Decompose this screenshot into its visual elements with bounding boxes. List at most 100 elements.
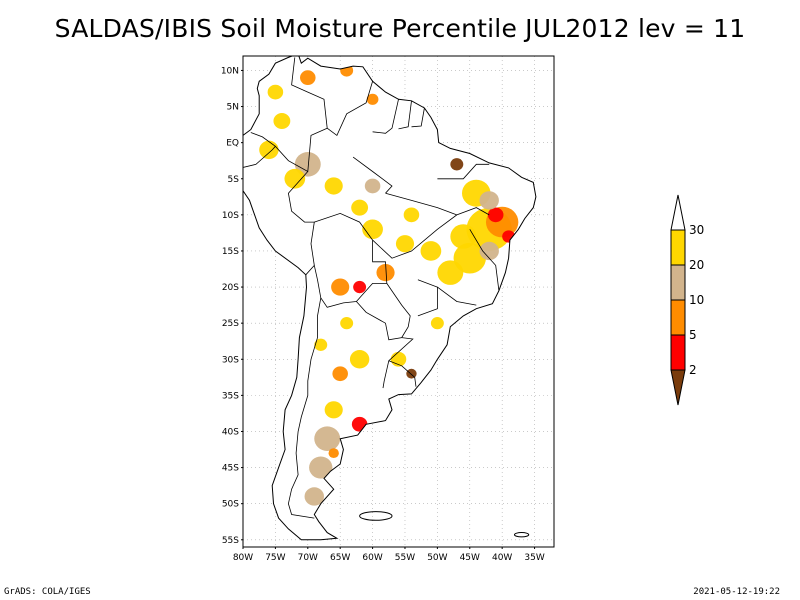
border-line: [250, 57, 328, 173]
border-line: [372, 207, 490, 259]
lon-tick-label: 70W: [298, 553, 318, 563]
island: [359, 511, 393, 521]
moisture-patch: [259, 140, 279, 160]
map-title: SALDAS/IBIS Soil Moisture Percentile JUL…: [54, 14, 746, 43]
moisture-patch: [332, 366, 348, 382]
border-line: [398, 100, 412, 130]
border-line: [385, 192, 457, 216]
moisture-patch: [284, 168, 306, 189]
lat-tick-label: 20S: [222, 283, 239, 293]
moisture-patch: [349, 350, 370, 369]
lat-tick-label: 10N: [221, 66, 239, 76]
legend-label: 20: [689, 258, 704, 272]
border-line: [411, 107, 425, 128]
lon-tick-label: 65W: [330, 553, 350, 563]
lat-tick-label: 15S: [222, 247, 239, 257]
border-line: [388, 360, 417, 387]
legend-swatch: [670, 229, 686, 266]
moisture-patch: [395, 235, 415, 253]
lon-tick-label: 35W: [524, 553, 544, 563]
moisture-patch: [479, 241, 499, 261]
legend-swatch: [670, 299, 686, 336]
country-borders: [243, 57, 500, 519]
moisture-patch: [314, 338, 328, 351]
lat-tick-label: 40S: [222, 427, 239, 437]
lat-tick-label: 50S: [222, 500, 239, 510]
lon-tick-label: 40W: [492, 553, 512, 563]
soil-moisture-patches: [259, 64, 519, 506]
border-line: [417, 279, 438, 317]
moisture-patch: [300, 70, 316, 86]
border-line: [352, 156, 393, 194]
legend-label: 5: [689, 328, 697, 342]
south-america-landmass: [243, 56, 536, 540]
lon-tick-label: 60W: [362, 553, 382, 563]
lat-tick-label: 45S: [222, 464, 239, 474]
coastline: [243, 56, 537, 541]
legend-label: 30: [689, 223, 704, 237]
footer-credit: GrADS: COLA/IGES: [4, 587, 91, 597]
lon-tick-label: 50W: [427, 553, 447, 563]
lat-tick-label: EQ: [226, 139, 239, 149]
moisture-patch: [420, 241, 442, 261]
latitude-tick-labels: 10N 5N EQ 5S 10S 15S 20S 25S 30S 35S 40S 45S 50S 55S: [221, 66, 243, 546]
legend-swatch: [670, 334, 686, 371]
lon-tick-label: 80W: [233, 553, 253, 563]
lat-tick-label: 30S: [222, 355, 239, 365]
moisture-patch: [351, 416, 368, 432]
moisture-patch: [376, 264, 395, 282]
legend-swatch: [670, 369, 686, 406]
moisture-patch: [364, 178, 381, 194]
moisture-patch: [487, 207, 504, 223]
island: [513, 532, 530, 538]
lon-tick-label: 45W: [460, 553, 480, 563]
border-line: [287, 297, 322, 519]
moisture-patch: [267, 84, 284, 100]
moisture-patch: [403, 207, 420, 223]
moisture-patch: [479, 191, 499, 210]
border-line: [326, 81, 373, 137]
border-line: [243, 146, 276, 168]
moisture-patch: [366, 93, 379, 105]
moisture-patch: [453, 242, 486, 274]
lon-tick-label: 55W: [395, 553, 415, 563]
moisture-patch: [450, 224, 477, 249]
border-line: [469, 229, 500, 291]
moisture-patch: [430, 317, 444, 330]
color-legend: 30 20 10 5 2: [670, 194, 704, 406]
moisture-patch: [353, 280, 367, 294]
falkland-islands: [359, 511, 530, 538]
legend-swatch: [670, 194, 686, 231]
moisture-patch: [328, 448, 339, 459]
lat-tick-label: 35S: [222, 391, 239, 401]
moisture-patch: [324, 177, 343, 195]
legend-label: 2: [689, 363, 697, 377]
lat-tick-label: 5S: [228, 175, 240, 185]
border-line: [437, 163, 490, 180]
moisture-patch: [351, 199, 369, 216]
moisture-patch: [314, 426, 341, 451]
moisture-patch: [340, 317, 354, 330]
plot-frame: [242, 55, 555, 548]
lat-tick-label: 10S: [222, 211, 239, 221]
moisture-patch: [273, 113, 291, 129]
moisture-patch: [331, 278, 350, 296]
moisture-patch: [309, 456, 333, 479]
moisture-patch: [324, 401, 343, 419]
lat-tick-label: 5N: [227, 103, 239, 113]
lat-tick-label: 55S: [222, 536, 239, 546]
moisture-patch: [304, 487, 324, 506]
moisture-patch: [406, 368, 417, 379]
moisture-patch: [450, 158, 464, 171]
border-line: [372, 99, 399, 134]
border-line: [287, 171, 315, 276]
footer-timestamp: 2021-05-12-19:22: [693, 587, 780, 597]
legend-swatch: [670, 264, 686, 301]
legend-label: 10: [689, 293, 704, 307]
moisture-patch: [294, 152, 321, 177]
lat-tick-label: 25S: [222, 319, 239, 329]
moisture-patch: [437, 260, 464, 285]
moisture-patch: [362, 219, 383, 240]
border-line: [313, 265, 387, 308]
